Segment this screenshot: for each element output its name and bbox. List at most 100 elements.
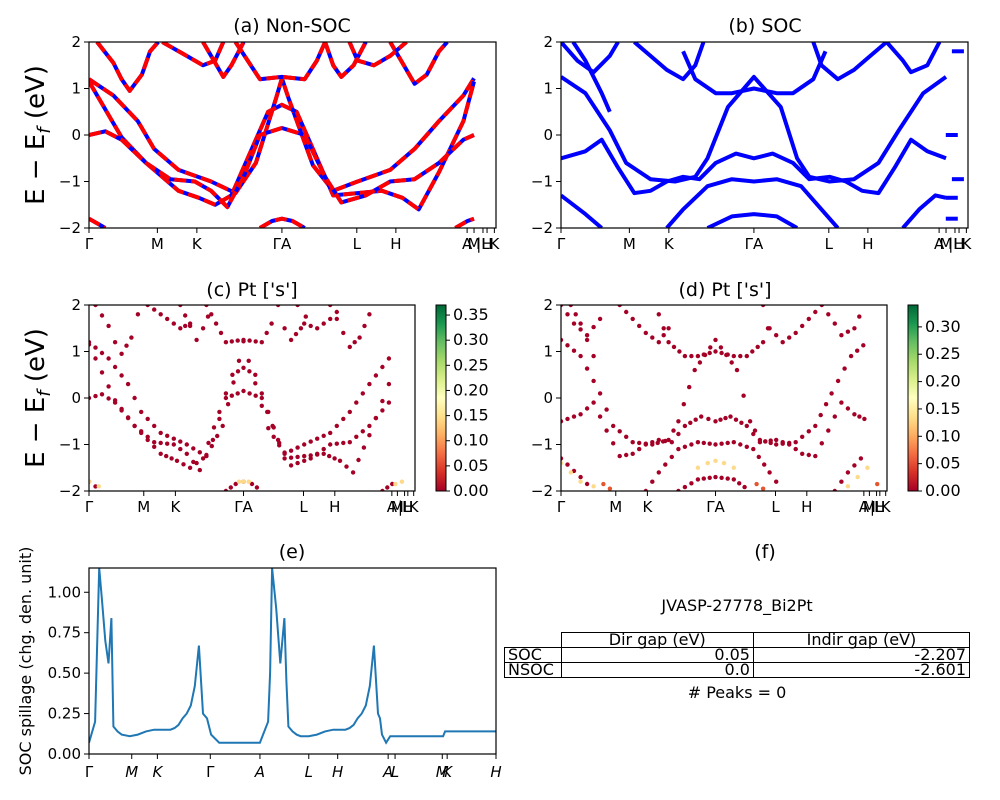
- projection-point: [266, 426, 271, 431]
- projection-point: [217, 409, 222, 415]
- projection-point: [713, 419, 718, 424]
- projection-point: [707, 475, 712, 480]
- band-line-nonsoc: [95, 42, 160, 93]
- projection-point-mid: [754, 481, 759, 487]
- projection-point-high: [578, 479, 583, 484]
- projection-point: [145, 437, 150, 443]
- band-line-nonsoc-dashed: [388, 42, 449, 86]
- colorbar-tick-label: 0.10: [925, 426, 961, 445]
- projection-point: [206, 440, 211, 446]
- projection-point: [813, 309, 818, 315]
- projection-point: [259, 340, 264, 345]
- projection-point: [360, 391, 365, 396]
- projection-point: [737, 481, 742, 486]
- projection-point: [327, 453, 332, 459]
- projection-point: [819, 441, 824, 446]
- projection-point: [858, 456, 864, 461]
- projection-point: [241, 388, 246, 394]
- projection-point: [829, 391, 834, 396]
- panel-a-xtick-label: K: [192, 235, 203, 253]
- projection-point: [230, 372, 235, 377]
- table-row: SOC 0.05 -2.207: [504, 647, 971, 663]
- projection-point: [321, 446, 326, 452]
- panel-b-xtick-label: K: [664, 235, 675, 253]
- projection-point: [855, 348, 860, 353]
- projection-point: [288, 448, 294, 453]
- projection-point-mid: [607, 486, 613, 491]
- colorbar-tick-label: 0.35: [453, 305, 489, 324]
- projection-point: [231, 380, 236, 385]
- projection-point: [367, 381, 372, 387]
- projection-point: [689, 353, 694, 359]
- projection-point: [806, 316, 811, 322]
- projection-point: [386, 400, 392, 405]
- panel-e-xtick-label: H: [490, 763, 501, 781]
- projection-point: [755, 344, 760, 350]
- projection-point: [119, 351, 124, 356]
- projection-point: [578, 412, 583, 417]
- projection-point: [826, 312, 831, 317]
- panel-a-xtick-label: Γ: [85, 235, 94, 253]
- projection-point: [259, 403, 264, 408]
- panel-b-xtick-label: Γ: [557, 235, 566, 253]
- projection-point: [139, 409, 144, 415]
- projection-point-high: [393, 481, 398, 487]
- projection-point: [158, 440, 163, 446]
- band-line-nonsoc-dashed: [454, 216, 475, 228]
- projection-point-mid: [601, 481, 606, 487]
- projection-point: [738, 442, 743, 447]
- projection-point: [328, 430, 333, 436]
- projection-point: [93, 345, 98, 350]
- colorbar-tick-label: 0.15: [453, 406, 489, 425]
- panel-e-ytick-label: 0.00: [48, 745, 81, 763]
- projection-point: [385, 485, 390, 490]
- panel-e-xtick-label: K: [442, 763, 453, 781]
- panel-a-xtick-label: M: [468, 235, 481, 253]
- projection-point: [106, 396, 111, 401]
- colorbar-tick-label: 0.00: [925, 481, 961, 500]
- projection-point: [354, 400, 359, 405]
- projection-point: [611, 441, 616, 446]
- projection-point: [697, 360, 703, 365]
- projection-point: [293, 331, 299, 337]
- projection-point: [247, 391, 252, 396]
- panel-e-ylabel: SOC spillage (chg. den. unit): [16, 547, 35, 776]
- panel-b-xtick-label: |L: [948, 235, 962, 253]
- projection-point: [591, 400, 596, 405]
- projection-point: [845, 329, 851, 334]
- projection-point: [774, 437, 779, 443]
- projection-point: [750, 349, 755, 354]
- projection-point: [669, 440, 674, 445]
- projection-point: [334, 309, 339, 315]
- panel-d-xtick-label: A: [859, 498, 870, 516]
- panel-b-xtick-label: L: [825, 235, 834, 253]
- projection-point: [124, 343, 129, 348]
- projection-point: [584, 337, 590, 343]
- projection-point: [806, 429, 811, 434]
- projection-point: [303, 314, 308, 319]
- panel-a-title: (a) Non-SOC: [233, 15, 351, 37]
- projection-point: [718, 345, 724, 350]
- projection-point: [200, 326, 206, 331]
- projection-point: [688, 420, 693, 425]
- projection-point: [315, 326, 320, 331]
- projection-point: [288, 337, 294, 343]
- panel-e-xtick-label: K: [152, 763, 163, 781]
- projection-point: [362, 323, 367, 329]
- projection-point: [839, 400, 844, 405]
- projection-point: [259, 395, 264, 401]
- panel-c-xtick-label: Γ: [85, 498, 94, 516]
- panel-c-xtick-label: K: [170, 498, 181, 516]
- colorbar-tick-label: 0.30: [925, 317, 961, 336]
- panel-a-xtick-label: A: [462, 235, 473, 253]
- panel-a-bands: [89, 42, 476, 228]
- projection-point: [99, 313, 105, 318]
- panel-b-ytick-label: 2: [543, 33, 553, 51]
- projection-point: [689, 442, 694, 447]
- projection-point-mid: [760, 486, 766, 491]
- projection-point: [132, 395, 137, 401]
- table-header-dir: Dir gap (eV): [560, 632, 754, 648]
- projection-point: [774, 479, 779, 484]
- projection-point: [573, 312, 578, 317]
- projection-point: [209, 443, 214, 449]
